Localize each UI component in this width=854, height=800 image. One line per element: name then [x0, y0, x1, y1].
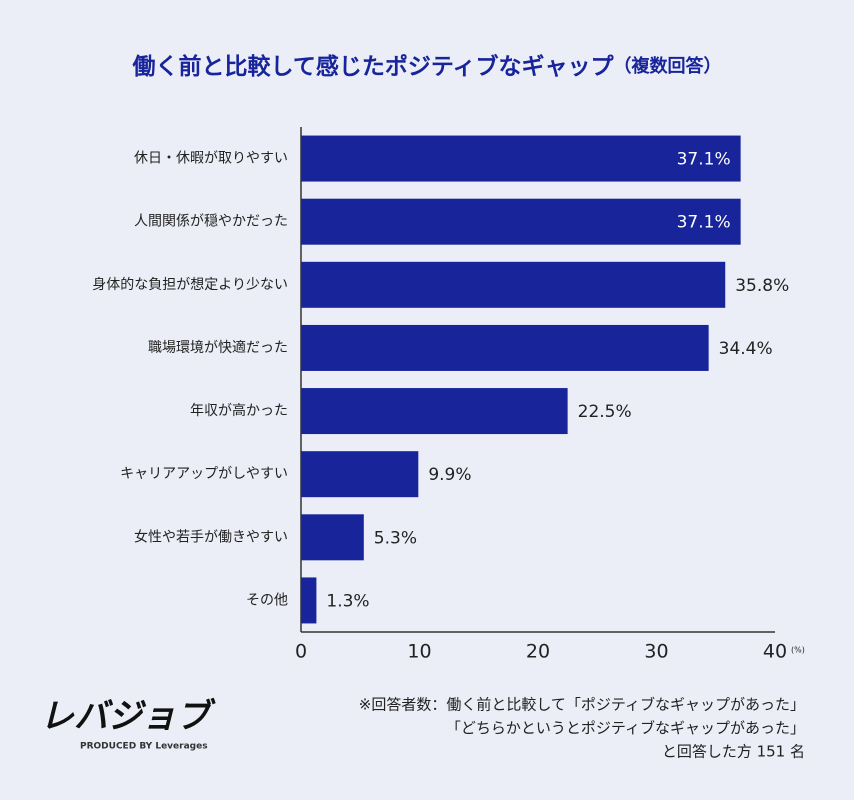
value-label: 37.1%: [677, 213, 731, 233]
value-label: 5.3%: [374, 528, 417, 548]
x-tick-label: 10: [407, 641, 431, 663]
bar: [301, 451, 419, 498]
y-tick-label: 年収が高かった: [190, 402, 288, 419]
y-tick-label: 身体的な負担が想定より少ない: [92, 277, 288, 293]
y-tick-label: 女性や若手が働きやすい: [134, 528, 288, 545]
x-tick-label: 40: [763, 641, 787, 663]
chart-title: 働く前と比較して感じたポジティブなギャップ（複数回答）: [132, 53, 722, 80]
title-note: （複数回答）: [613, 55, 721, 77]
logo-tagline: PRODUCED BY Leverages: [80, 742, 208, 752]
y-tick-label: 職場環境が快適だった: [148, 339, 288, 356]
x-tick-label: 20: [526, 641, 550, 663]
y-tick-label: キャリアアップがしやすい: [120, 466, 288, 482]
bar: [301, 388, 568, 435]
y-tick-label: 休日・休暇が取りやすい: [134, 151, 288, 167]
value-label: 35.8%: [735, 276, 789, 296]
x-unit: (%): [791, 646, 805, 655]
y-tick-label: 人間関係が穏やかだった: [134, 214, 288, 230]
bar: [301, 135, 741, 182]
bar: [301, 324, 709, 371]
title-main: 働く前と比較して感じたポジティブなギャップ: [132, 53, 615, 80]
footnote: 「どちらかというとポジティブなギャップがあった」: [446, 719, 805, 737]
bar: [301, 577, 317, 624]
bar: [301, 261, 726, 308]
bar: [301, 198, 741, 245]
value-label: 37.1%: [677, 150, 731, 170]
footnote: と回答した方 151 名: [662, 743, 805, 761]
logo: レバジョブ: [40, 697, 216, 737]
x-tick-label: 0: [295, 641, 307, 663]
bar: [301, 514, 364, 561]
value-label: 9.9%: [428, 465, 471, 485]
footnote: ※回答者数：働く前と比較して「ポジティブなギャップがあった」: [359, 696, 805, 714]
x-tick-label: 30: [644, 641, 668, 663]
value-label: 1.3%: [326, 591, 369, 611]
value-label: 34.4%: [719, 339, 773, 359]
y-tick-label: その他: [246, 592, 288, 608]
value-label: 22.5%: [578, 402, 632, 422]
